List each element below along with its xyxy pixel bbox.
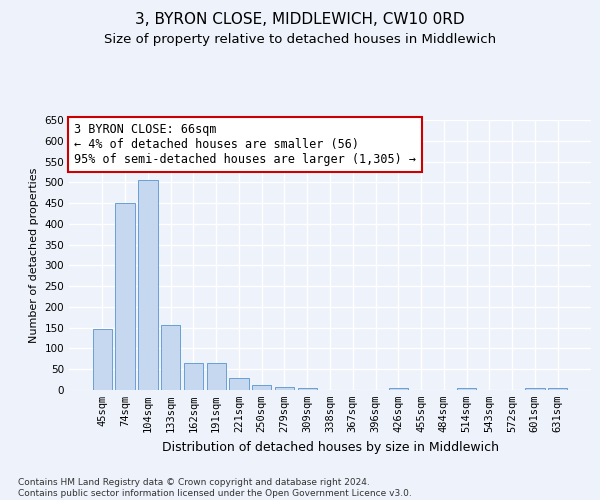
- Bar: [457, 388, 476, 390]
- Bar: [298, 388, 317, 390]
- Bar: [389, 388, 408, 390]
- Bar: [229, 378, 248, 390]
- Bar: [525, 388, 545, 390]
- X-axis label: Distribution of detached houses by size in Middlewich: Distribution of detached houses by size …: [161, 440, 499, 454]
- Text: Size of property relative to detached houses in Middlewich: Size of property relative to detached ho…: [104, 32, 496, 46]
- Bar: [206, 363, 226, 390]
- Bar: [161, 325, 181, 390]
- Bar: [275, 386, 294, 390]
- Bar: [548, 388, 567, 390]
- Bar: [115, 203, 135, 390]
- Bar: [252, 384, 271, 390]
- Bar: [138, 180, 158, 390]
- Y-axis label: Number of detached properties: Number of detached properties: [29, 168, 39, 342]
- Bar: [93, 328, 112, 390]
- Text: 3, BYRON CLOSE, MIDDLEWICH, CW10 0RD: 3, BYRON CLOSE, MIDDLEWICH, CW10 0RD: [135, 12, 465, 28]
- Bar: [184, 363, 203, 390]
- Text: 3 BYRON CLOSE: 66sqm
← 4% of detached houses are smaller (56)
95% of semi-detach: 3 BYRON CLOSE: 66sqm ← 4% of detached ho…: [74, 122, 416, 166]
- Text: Contains HM Land Registry data © Crown copyright and database right 2024.
Contai: Contains HM Land Registry data © Crown c…: [18, 478, 412, 498]
